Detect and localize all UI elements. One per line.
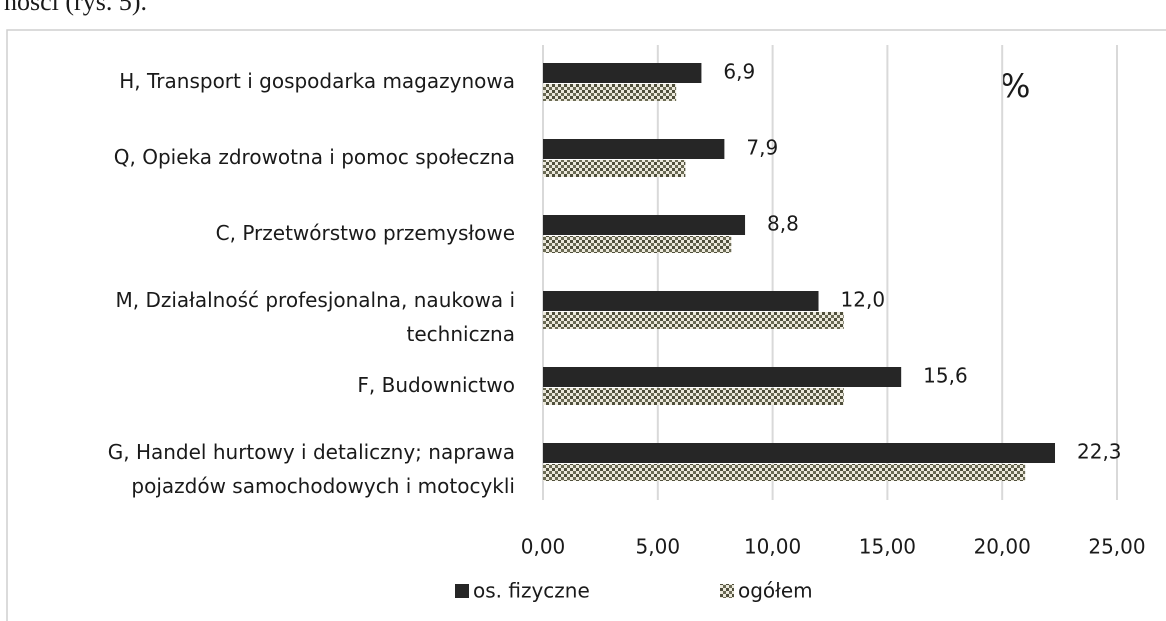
category-label: F, Budownictwo xyxy=(357,373,515,397)
category-label: G, Handel hurtowy i detaliczny; naprawa p… xyxy=(108,440,515,498)
bar xyxy=(543,443,1056,463)
legend-label: os. fizyczne xyxy=(473,579,590,603)
legend-swatch xyxy=(720,584,734,598)
bar xyxy=(543,84,677,101)
category-label: C, Przetwórstwo przemysłowe xyxy=(216,221,515,245)
category-line: pojazdów samochodowych i motocykli xyxy=(131,474,515,498)
annotation: % xyxy=(1000,67,1030,105)
x-tick-label: 10,00 xyxy=(744,535,801,559)
bar xyxy=(543,160,686,177)
category-line: H, Transport i gospodarka magazynowa xyxy=(119,69,515,93)
x-tick-label: 20,00 xyxy=(974,535,1031,559)
bar xyxy=(543,215,746,235)
value-label: 15,6 xyxy=(923,364,968,388)
chart-frame xyxy=(6,29,1166,621)
bar xyxy=(543,367,902,387)
bar xyxy=(543,139,725,159)
bar xyxy=(543,236,732,253)
category-line: Q, Opieka zdrowotna i pomoc społeczna xyxy=(114,145,515,169)
x-tick-label: 5,00 xyxy=(636,535,681,559)
category-line: F, Budownictwo xyxy=(357,373,515,397)
legend-swatch xyxy=(455,584,469,598)
bar xyxy=(543,291,819,311)
value-label: 6,9 xyxy=(723,60,755,84)
value-label: 8,8 xyxy=(767,212,799,236)
category-label: M, Działalność profesjonalna, naukowa i t… xyxy=(115,288,515,346)
category-label: Q, Opieka zdrowotna i pomoc społeczna xyxy=(114,145,515,169)
legend-label: ogółem xyxy=(738,579,813,603)
value-label: 12,0 xyxy=(841,288,886,312)
value-label: 7,9 xyxy=(746,136,778,160)
bar xyxy=(543,63,702,83)
category-line: techniczna xyxy=(407,322,515,346)
bar xyxy=(543,312,844,329)
value-label: 22,3 xyxy=(1077,440,1122,464)
bar xyxy=(543,464,1026,481)
category-label: H, Transport i gospodarka magazynowa xyxy=(119,69,515,93)
context-text: ności (rys. 5). xyxy=(4,0,147,16)
category-line: M, Działalność profesjonalna, naukowa i xyxy=(115,288,515,312)
x-tick-label: 25,00 xyxy=(1088,535,1145,559)
bar xyxy=(543,388,844,405)
x-tick-label: 0,00 xyxy=(521,535,566,559)
x-tick-label: 15,00 xyxy=(859,535,916,559)
category-line: G, Handel hurtowy i detaliczny; naprawa xyxy=(108,440,515,464)
category-line: C, Przetwórstwo przemysłowe xyxy=(216,221,515,245)
